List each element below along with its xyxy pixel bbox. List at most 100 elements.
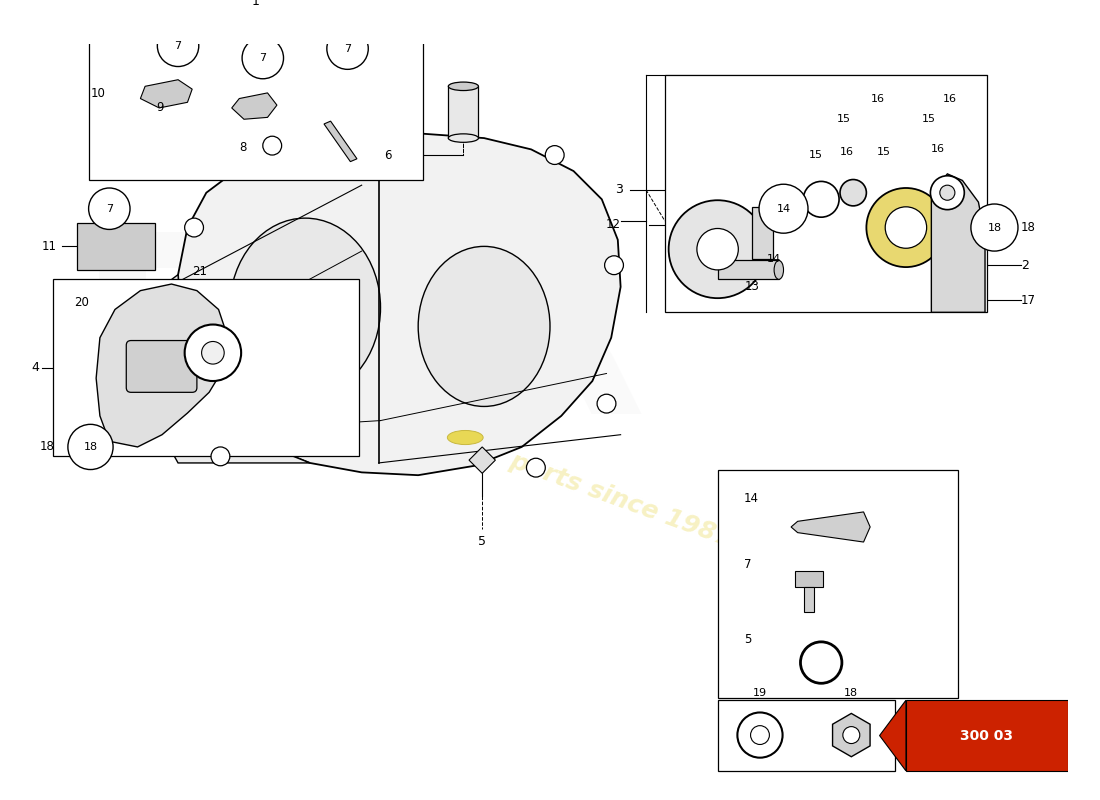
Circle shape [737, 713, 782, 758]
Text: 7: 7 [344, 44, 351, 54]
Text: 19: 19 [752, 688, 767, 698]
Circle shape [185, 325, 241, 381]
Polygon shape [324, 121, 358, 162]
Circle shape [697, 229, 738, 270]
Bar [717, 261, 779, 279]
Circle shape [931, 176, 965, 210]
Bar [664, 75, 987, 312]
Text: 17: 17 [1021, 294, 1036, 306]
Text: a passion for parts since 1987: a passion for parts since 1987 [327, 383, 735, 552]
Text: 18: 18 [1021, 221, 1036, 234]
Polygon shape [96, 284, 228, 447]
Text: 1: 1 [252, 0, 260, 8]
Text: 9: 9 [156, 102, 164, 114]
Text: 16: 16 [931, 144, 945, 154]
Text: 18: 18 [988, 222, 1001, 233]
Text: 16: 16 [943, 94, 957, 103]
Bar [53, 279, 359, 456]
Circle shape [546, 146, 564, 165]
Text: 16: 16 [839, 147, 854, 158]
Text: R: R [453, 224, 647, 466]
FancyBboxPatch shape [126, 341, 197, 392]
Text: 18: 18 [84, 442, 98, 452]
Circle shape [68, 424, 113, 470]
Bar [804, 587, 814, 612]
Circle shape [327, 28, 368, 70]
Circle shape [803, 182, 839, 217]
Bar [717, 470, 958, 698]
Circle shape [605, 256, 624, 274]
Ellipse shape [448, 430, 483, 445]
Bar [752, 207, 773, 258]
Text: 11: 11 [42, 240, 56, 253]
Text: 14: 14 [767, 254, 781, 264]
Text: 6: 6 [384, 149, 392, 162]
Circle shape [886, 207, 926, 248]
Polygon shape [469, 447, 495, 474]
Circle shape [157, 25, 199, 66]
Text: 5: 5 [478, 534, 486, 548]
Bar [89, 16, 422, 181]
Circle shape [801, 642, 842, 683]
Polygon shape [795, 571, 823, 587]
Polygon shape [932, 174, 984, 312]
Circle shape [759, 184, 808, 233]
Circle shape [669, 200, 767, 298]
Text: 16: 16 [871, 94, 884, 103]
Text: 4: 4 [32, 362, 40, 374]
Ellipse shape [418, 246, 550, 406]
Text: 18: 18 [845, 688, 858, 698]
Polygon shape [178, 134, 620, 475]
Text: 14: 14 [777, 204, 791, 214]
Circle shape [89, 188, 130, 230]
Ellipse shape [449, 134, 478, 142]
Polygon shape [141, 80, 192, 108]
Text: 15: 15 [878, 147, 891, 158]
Circle shape [597, 394, 616, 413]
Text: 13: 13 [745, 280, 760, 294]
Text: 18: 18 [40, 441, 55, 454]
Text: 7: 7 [744, 558, 751, 571]
Ellipse shape [230, 218, 381, 397]
Polygon shape [880, 700, 906, 771]
Text: 15: 15 [922, 114, 935, 124]
Text: 5: 5 [744, 634, 751, 646]
Polygon shape [232, 93, 277, 119]
Circle shape [527, 458, 546, 477]
Circle shape [939, 185, 955, 200]
Bar [449, 86, 478, 138]
Circle shape [971, 204, 1018, 251]
Polygon shape [833, 714, 870, 757]
Text: 20: 20 [75, 296, 89, 310]
Text: 7: 7 [106, 204, 113, 214]
Polygon shape [150, 274, 310, 463]
Text: 15: 15 [837, 114, 850, 124]
Text: 12: 12 [606, 218, 620, 231]
Ellipse shape [774, 261, 783, 279]
Polygon shape [791, 512, 870, 542]
Text: 7: 7 [260, 53, 266, 63]
Text: 10: 10 [90, 87, 106, 100]
Text: EO: EO [76, 224, 459, 466]
Text: 300 03: 300 03 [960, 729, 1013, 742]
Bar [77, 223, 154, 270]
Text: 15: 15 [808, 150, 823, 160]
Circle shape [840, 179, 867, 206]
Text: 14: 14 [744, 492, 759, 506]
Circle shape [201, 342, 224, 364]
Circle shape [867, 188, 946, 267]
Circle shape [242, 38, 284, 78]
Circle shape [211, 447, 230, 466]
Bar [906, 700, 1068, 771]
Circle shape [750, 726, 769, 745]
Circle shape [185, 218, 204, 237]
Text: 8: 8 [240, 141, 246, 154]
Circle shape [843, 726, 860, 743]
Ellipse shape [449, 82, 478, 90]
Bar [717, 700, 894, 771]
Text: 21: 21 [192, 266, 207, 278]
Text: 3: 3 [616, 183, 624, 196]
Circle shape [263, 136, 282, 155]
Text: 7: 7 [175, 41, 182, 51]
Text: 2: 2 [1021, 258, 1028, 272]
